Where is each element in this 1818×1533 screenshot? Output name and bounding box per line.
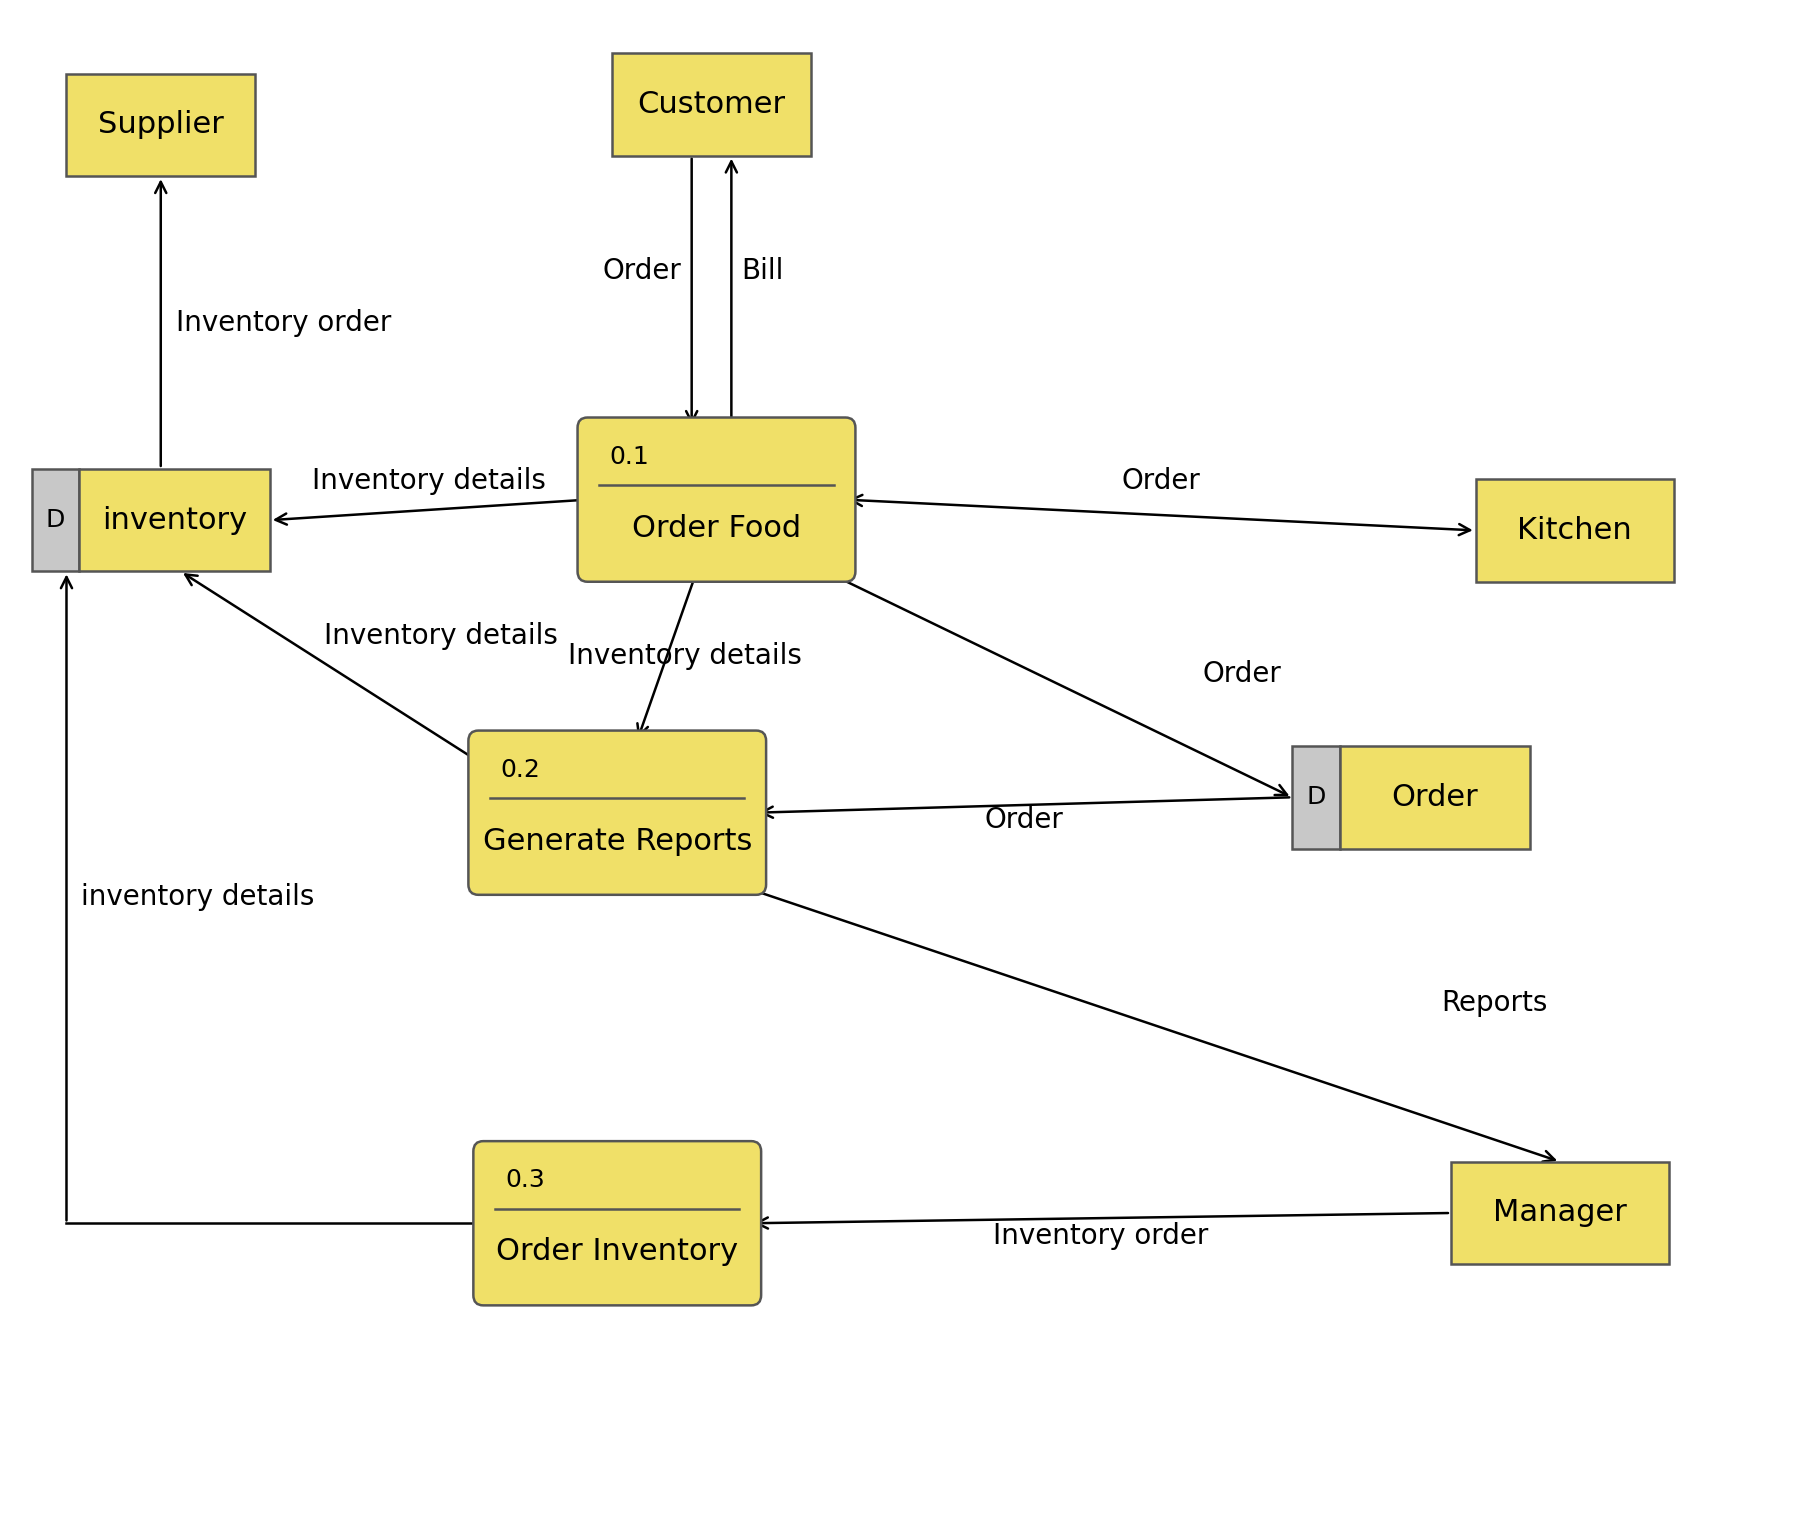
Text: Generate Reports: Generate Reports	[482, 826, 753, 855]
Text: 0.2: 0.2	[500, 757, 540, 782]
Text: Inventory details: Inventory details	[311, 468, 545, 495]
Text: Order Food: Order Food	[633, 514, 802, 543]
FancyBboxPatch shape	[1451, 1162, 1669, 1265]
Text: Order: Order	[1204, 661, 1282, 688]
FancyBboxPatch shape	[578, 417, 856, 581]
Text: 0.3: 0.3	[505, 1168, 545, 1193]
Text: Reports: Reports	[1442, 989, 1547, 1016]
Text: 0.1: 0.1	[609, 445, 649, 469]
Text: D: D	[45, 507, 65, 532]
Text: Inventory order: Inventory order	[176, 308, 391, 337]
Text: Order Inventory: Order Inventory	[496, 1237, 738, 1266]
Text: Inventory details: Inventory details	[324, 621, 558, 650]
Text: D: D	[1305, 785, 1325, 809]
FancyBboxPatch shape	[613, 54, 811, 156]
Text: Inventory order: Inventory order	[993, 1222, 1209, 1249]
Text: Order: Order	[1122, 468, 1200, 495]
FancyBboxPatch shape	[31, 469, 80, 572]
Text: Bill: Bill	[742, 258, 784, 285]
FancyBboxPatch shape	[80, 469, 269, 572]
FancyBboxPatch shape	[1340, 747, 1531, 849]
Text: Kitchen: Kitchen	[1518, 517, 1633, 544]
FancyBboxPatch shape	[469, 731, 765, 895]
FancyBboxPatch shape	[1476, 480, 1674, 581]
Text: Order: Order	[1391, 783, 1478, 812]
Text: Manager: Manager	[1493, 1199, 1627, 1228]
Text: Order: Order	[985, 806, 1064, 834]
Text: Inventory details: Inventory details	[567, 642, 802, 670]
Text: Customer: Customer	[638, 90, 785, 120]
Text: Supplier: Supplier	[98, 110, 224, 140]
FancyBboxPatch shape	[67, 74, 255, 176]
Text: inventory details: inventory details	[82, 883, 315, 912]
Text: inventory: inventory	[102, 506, 247, 535]
FancyBboxPatch shape	[1293, 747, 1340, 849]
Text: Order: Order	[604, 258, 682, 285]
FancyBboxPatch shape	[473, 1141, 762, 1306]
